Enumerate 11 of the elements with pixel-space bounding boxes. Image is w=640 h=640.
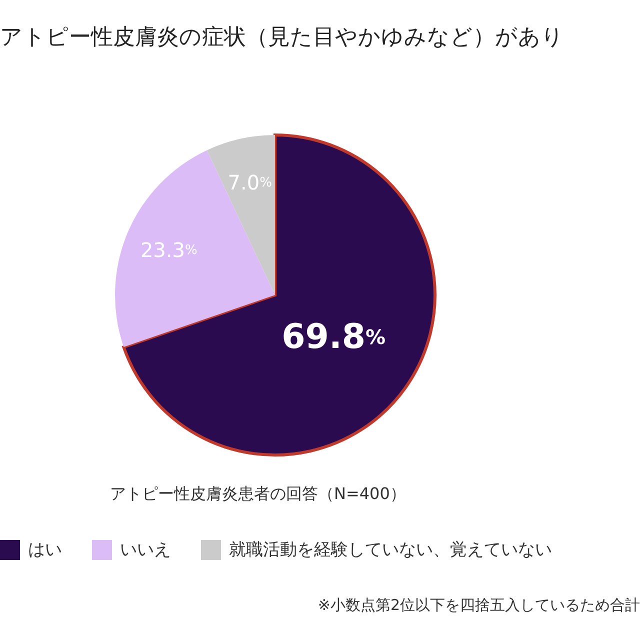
text: アトピー性皮膚炎患者の回答（N=400） <box>110 484 406 505</box>
data-label: 23.3% <box>140 238 198 262</box>
legend-label: 就職活動を経験していない、覚えていない <box>229 539 552 561</box>
pie-slice <box>115 150 275 348</box>
data-label: 69.8% <box>282 316 386 357</box>
pie-slice <box>206 135 275 295</box>
legend-label: いいえ <box>120 539 171 561</box>
pie-slice <box>122 134 436 456</box>
chart-title: アトピー性皮膚炎の症状（見た目やかゆみなど）があり <box>0 24 564 52</box>
text: ※小数点第2位以下を四捨五入しているため合計 <box>318 596 640 615</box>
legend-label: はい <box>28 539 62 561</box>
